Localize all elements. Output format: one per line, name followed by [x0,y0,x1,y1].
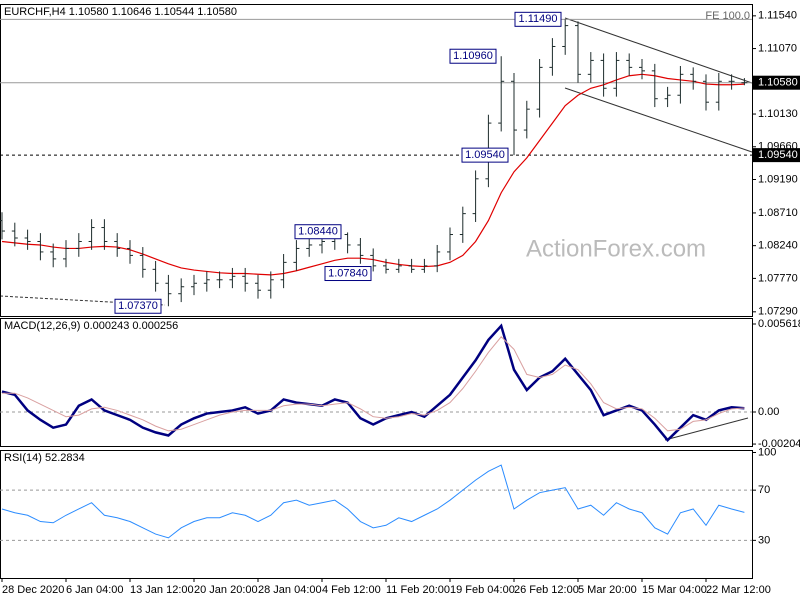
x-tick-label: 11 Feb 20:00 [386,584,450,596]
line [1,323,745,443]
y-tick-label: 1.08710 [758,207,798,219]
x-tick-label: 15 Mar 04:00 [642,584,707,596]
annotation-label: 1.10960 [453,50,493,62]
x-tick-label: 13 Jan 12:00 [130,584,194,596]
line [1,464,745,539]
price-level-label: 1.10580 [758,77,798,89]
y-tick-label: 1.07770 [758,272,798,284]
annotation-box [461,147,509,163]
x-tick-label: 28 Dec 2020 [2,584,64,596]
macd-trend-line [664,417,749,441]
y-tick-label: 0.005618 [758,318,800,330]
y-tick-label: -0.002046 [758,438,800,450]
annotation-label: 1.09540 [465,149,505,161]
y-tick-label: 30 [758,534,770,546]
x-tick-label: 4 Feb 12:00 [322,584,381,596]
pane-frame [0,450,753,579]
price-level-box [753,75,800,90]
annotation-label: 1.07840 [328,267,368,279]
annotation-box [114,298,162,314]
pane-title: MACD(12,26,9) 0.000243 0.000256 [4,320,178,332]
x-tick-label: 5 Mar 20:00 [578,584,637,596]
channel-upper [564,17,753,84]
y-tick-label: 1.10130 [758,108,798,120]
annotation-box [514,11,562,27]
y-tick-label: 70 [758,484,770,496]
x-tick-label: 6 Jan 04:00 [66,584,124,596]
watermark: ActionForex.com [526,235,706,262]
channel-lower [564,87,753,153]
annotation-box [449,48,497,64]
pane-frame [0,318,753,447]
x-tick-label: 19 Feb 04:00 [450,584,515,596]
pane-title: EURCHF,H4 1.10580 1.10646 1.10544 1.1058… [4,6,237,18]
pane-title: RSI(14) 52.2834 [4,452,85,464]
x-tick-label: 22 Mar 12:00 [706,584,771,596]
annotation-box [324,266,372,282]
x-tick-label: 26 Feb 12:00 [514,584,579,596]
annotation-label: 1.11490 [519,13,558,25]
annotation-label: 1.08440 [298,226,338,238]
x-tick-label: 20 Jan 20:00 [194,584,258,596]
line [2,336,745,432]
annotation-box [294,224,342,240]
y-tick-label: 1.07290 [758,306,798,318]
fe-label: FE 100.0 [705,10,750,22]
price-level-box [753,148,800,163]
y-tick-label: 1.11070 [758,42,797,54]
y-tick-label: 1.09190 [758,173,798,185]
price-level-label: 1.09540 [758,149,798,161]
y-tick-label: 1.08240 [758,240,798,252]
y-tick-label: 100 [758,446,776,458]
pane-frame [0,4,753,317]
x-tick-label: 28 Jan 04:00 [258,584,322,596]
annotation-label: 1.07370 [118,300,158,312]
y-tick-label: 0.00 [758,406,779,418]
y-tick-label: 1.11540 [758,10,797,22]
